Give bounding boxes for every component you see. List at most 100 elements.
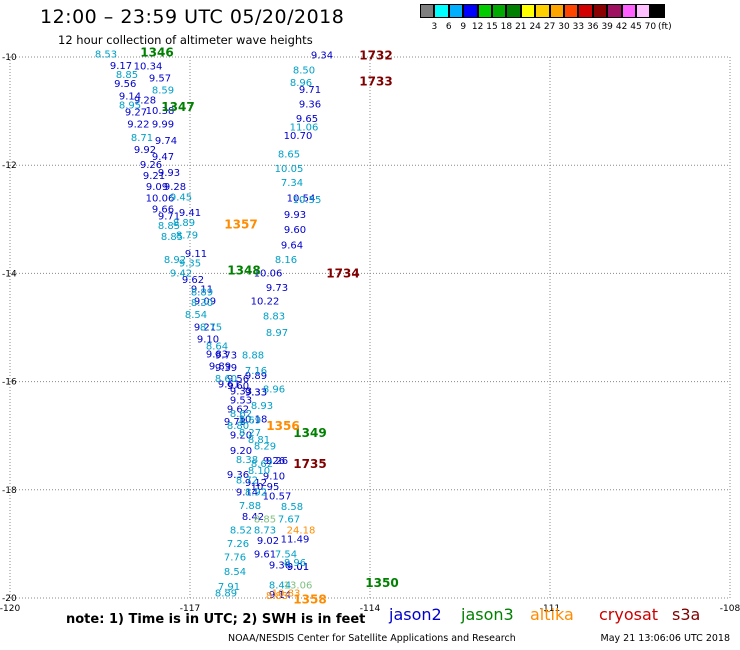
- swh-value-jason2: 10.06: [146, 194, 175, 205]
- swh-value-jason3: 7.67: [278, 515, 300, 526]
- swh-value-jason3: 8.96: [284, 558, 306, 569]
- swh-value-jason2: 9.89: [209, 361, 231, 372]
- pass-id-label: 1346: [140, 46, 173, 60]
- swh-value-altika: 10.83: [272, 589, 301, 600]
- swh-value-jason2: 10.22: [251, 297, 280, 308]
- swh-value-jason3: 8.73: [254, 525, 276, 536]
- pass-id-label: 1358: [293, 593, 326, 607]
- swh-value-jason2: 10.38: [146, 106, 175, 117]
- swh-value-jason3: 7.54: [275, 550, 297, 561]
- swh-value-jason3: 8.65: [278, 149, 300, 160]
- swh-value-jason2: 9.99: [152, 120, 174, 131]
- swh-value-jason3: 9.45: [170, 193, 192, 204]
- swh-value-jason2: 9.26: [263, 456, 285, 467]
- swh-value-jason3: 7.16: [245, 366, 267, 377]
- swh-value-jason3: 8.93: [251, 401, 273, 412]
- swh-value-jason3: 8.85: [158, 221, 180, 232]
- swh-value-jason2: 9.10: [197, 334, 219, 345]
- y-tick-label: -16: [2, 378, 17, 388]
- swh-value-jason3: 8.62: [251, 459, 273, 470]
- chart-axes: -120-117-114-111-108-105-10-12-14-16-18-…: [0, 53, 740, 614]
- x-tick-label: -111: [540, 604, 560, 614]
- swh-value-jason3: 9.35: [179, 259, 201, 270]
- pass-id-label: 1348: [227, 264, 260, 278]
- swh-value-jason3-green: 8.85: [254, 515, 276, 526]
- swh-value-jason3: 8.62: [230, 409, 252, 420]
- swh-value-jason3: 8.54: [224, 567, 246, 578]
- swh-value-jason2: 9.56: [114, 79, 136, 90]
- swh-value-jason2: 9.57: [149, 74, 171, 85]
- pass-id-label: 1347: [161, 100, 194, 114]
- swh-value-jason2: 9.28: [164, 182, 186, 193]
- y-tick-label: -12: [2, 161, 17, 171]
- swh-value-jason2: 9.17: [110, 61, 132, 72]
- x-tick-label: -108: [720, 604, 740, 614]
- swh-value-jason3: 8.71: [131, 133, 153, 144]
- swh-value-jason3: 10.55: [293, 195, 322, 206]
- legend-s3a: s3a: [672, 605, 701, 624]
- swh-value-jason2: 10.34: [134, 62, 163, 73]
- swh-value-jason2: 9.83: [206, 350, 228, 361]
- swh-value-jason3: 8.85: [161, 232, 183, 243]
- swh-value-jason2: 9.92: [134, 145, 156, 156]
- swh-value-jason2: 9.93: [158, 168, 180, 179]
- x-tick-label: -117: [180, 604, 200, 614]
- swh-value-jason3: 8.79: [176, 231, 198, 242]
- timestamp: May 21 13:06:06 UTC 2018: [600, 633, 730, 644]
- swh-value-jason2: 9.14: [119, 91, 141, 102]
- colorbar-swatch: [636, 4, 651, 18]
- colorbar-swatch: [492, 4, 507, 18]
- colorbar-label: 70: [644, 22, 657, 32]
- colorbar-label: (ft): [658, 22, 672, 32]
- swh-value-jason2: 9.12: [245, 478, 267, 489]
- swh-value-jason3: 8.89: [191, 287, 213, 298]
- page-subtitle: 12 hour collection of altimeter wave hei…: [58, 33, 313, 47]
- swh-value-jason3: 7.34: [281, 178, 303, 189]
- colorbar-label: 42: [615, 22, 628, 32]
- swh-value-jason2: 9.93: [284, 210, 306, 221]
- swh-value-jason3: 8.72: [236, 476, 258, 487]
- colorbar-swatch: [420, 4, 435, 18]
- x-tick-label: -114: [360, 604, 381, 614]
- swh-value-jason2: 9.66: [152, 205, 174, 216]
- swh-value-jason2: 9.62: [227, 405, 249, 416]
- swh-value-jason2: 9.56: [227, 374, 249, 385]
- colorbar-label: 15: [486, 22, 498, 32]
- swh-value-jason3: 8.96: [290, 78, 312, 89]
- swh-value-jason2: 9.36: [269, 561, 291, 572]
- colorbar-label: 30: [558, 22, 570, 32]
- colorbar-swatch: [520, 4, 536, 18]
- swh-value-jason2: 9.11: [185, 249, 207, 260]
- swh-value-jason2: 9.41: [179, 208, 201, 219]
- swh-value-jason2: 9.47: [152, 152, 174, 163]
- pass-id-label: 1732: [359, 48, 392, 62]
- swh-value-jason2: 9.09: [146, 182, 168, 193]
- swh-value-jason2: 9.14: [236, 488, 258, 499]
- swh-value-jason3: 8.44: [269, 581, 291, 592]
- legend-jason2: jason2: [389, 605, 442, 624]
- footer-note: note: 1) Time is in UTC; 2) SWH is in fe…: [66, 612, 366, 627]
- swh-value-jason2: 11.49: [281, 535, 310, 546]
- colorbar-label: 3: [431, 22, 438, 32]
- colorbar-swatch: [535, 4, 550, 18]
- swh-value-jason3-green: 13.06: [284, 581, 313, 592]
- swh-value-jason3: 8.95: [119, 101, 141, 112]
- swh-value-jason2: 9.71: [299, 85, 321, 96]
- swh-value-jason2: 9.73: [215, 351, 237, 362]
- swh-value-altika: 24.18: [287, 525, 316, 536]
- swh-value-jason3: 9.42: [170, 268, 192, 279]
- swh-value-jason3: 8.92: [245, 488, 267, 499]
- colorbar-label: 36: [587, 22, 599, 32]
- swh-value-jason3: 8.30: [191, 298, 213, 309]
- swh-value-jason2: 9.36: [227, 470, 249, 481]
- swh-value-jason2: 9.89: [245, 371, 267, 382]
- legend-cryosat: cryosat: [599, 605, 659, 624]
- swh-value-jason2: 9.21: [194, 323, 216, 334]
- colorbar-swatch: [592, 4, 608, 18]
- pass-id-label: 1733: [359, 74, 392, 88]
- swh-value-jason2: 9.74: [155, 136, 177, 147]
- colorbar-label: 45: [630, 22, 642, 32]
- swh-value-jason2: 9.61: [218, 379, 240, 390]
- colorbar-swatch: [549, 4, 564, 18]
- swh-value-jason3: 8.38: [236, 455, 258, 466]
